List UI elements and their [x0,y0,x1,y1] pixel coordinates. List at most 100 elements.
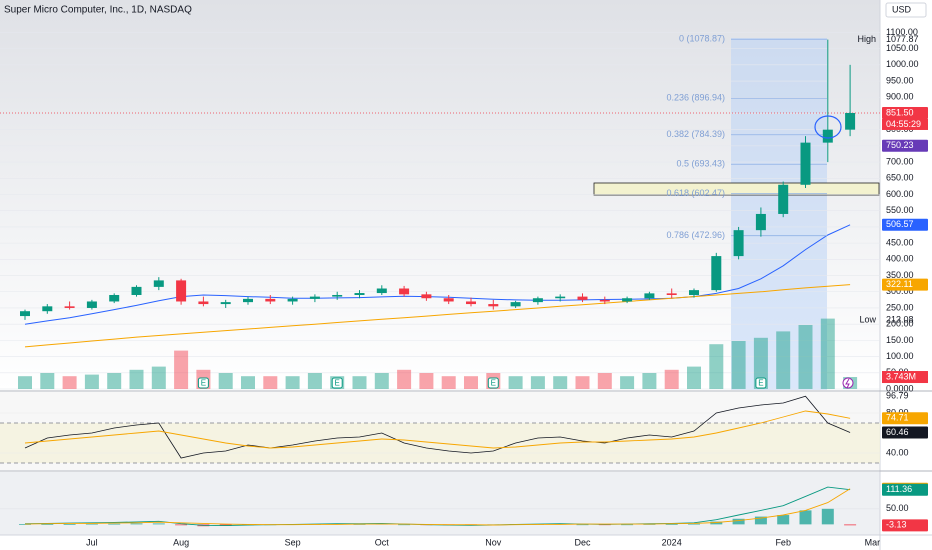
volume-bar [776,331,791,389]
volume-bar [307,373,322,389]
y-tick-label: 150.00 [886,335,914,345]
alert-bolt[interactable] [845,378,850,389]
candle-body [622,298,633,302]
candle-body [666,293,677,295]
macd-histogram [398,524,411,526]
candle-body [42,306,53,312]
candle-body [532,298,543,303]
candle-body [309,296,320,299]
macd-histogram [152,523,165,525]
volume-bar [84,374,99,389]
price-badge [882,278,928,291]
volume-bar [820,318,835,389]
y-tick-label: 550.00 [886,205,914,215]
y-tick-label: 1000.00 [886,59,919,69]
price-badge [882,106,928,119]
y-tick-label: 200.00 [886,319,914,329]
volume-bar [419,373,434,389]
volume-bar [620,376,635,389]
candle-body [733,230,744,257]
macd-histogram [63,524,76,525]
y-tick-label: 50.00 [886,503,909,513]
candle-body [599,299,610,302]
volume-bar [464,376,478,389]
currency-box[interactable] [885,2,927,18]
macd-histogram [821,508,834,525]
macd-pane [0,472,880,535]
x-tick-label: Jul [86,537,98,547]
volume-bar [18,376,32,389]
price-badge-label: 96.79 [886,391,909,401]
fib-zone [731,38,827,390]
y-tick-label: 400.00 [886,254,914,264]
extreme-value: 1077.87 [886,34,919,44]
y-tick-label: 350.00 [886,270,914,280]
macd-histogram [732,518,745,525]
currency[interactable]: USD [892,4,912,14]
volume-bar [174,350,189,389]
macd-histogram [799,510,812,525]
candle-body [287,298,298,302]
price-badge [882,139,928,152]
x-tick-label: 2024 [662,537,682,547]
alert-icon[interactable] [842,377,854,389]
price-badge-label: 60.46 [886,427,909,437]
x-tick-label: Dec [574,537,591,547]
volume-bar [352,376,367,389]
candle-body [800,142,811,185]
extreme-tag: Low [859,314,876,324]
volume-bar [553,376,568,389]
fib-label: 0.618 (602.47) [666,188,725,198]
volume-badge [882,371,928,384]
candle-body [577,296,588,300]
candle-body [711,256,722,291]
candle-body [510,302,521,307]
volume-bar [664,369,679,389]
x-tick-label: Oct [375,537,390,547]
fib-label: 0 (1078.87) [679,34,725,44]
candle-body [755,213,766,231]
fib-label: 0.236 (896.94) [666,93,725,103]
volume-badge-label: 3.743M [886,371,916,381]
y-tick-label: 600.00 [886,189,914,199]
candle-body [421,294,432,299]
earnings-marker [197,377,209,389]
earnings-label: E [758,379,763,388]
candle-body [131,286,142,295]
macd-histogram [175,524,188,526]
fib-label: 0.5 (693.43) [676,159,725,169]
series-line [24,224,851,325]
y-tick-label: 450.00 [886,238,914,248]
volume-bar [530,376,545,389]
extreme-tag: High [857,34,876,44]
earnings-marker [487,377,499,389]
y-tick-label: 1050.00 [886,43,919,53]
volume-bar [753,337,768,389]
macd-histogram [108,523,121,525]
macd-histogram [621,524,634,526]
y-tick-label: 900.00 [886,92,914,102]
x-tick-label: Nov [485,537,502,547]
candle-body [332,294,343,297]
macd-histogram [576,524,589,526]
price-badge [882,519,928,532]
extreme-value: 213.08 [886,314,914,324]
volume-bar [241,376,255,389]
price-badge-label: 851.50 [886,107,914,117]
price-badge [882,412,928,425]
price-badge-label: 111.36 [886,484,912,494]
countdown-label: 04:55:29 [886,119,921,129]
volume-bar [107,373,122,389]
fib-label: 0.786 (472.96) [666,230,725,240]
x-tick-label: Sep [285,537,301,547]
price-badge-label: 506.57 [886,219,914,229]
candle-body [689,290,699,295]
candle-body [443,298,454,302]
macd-histogram [219,524,232,526]
candle-body [376,288,387,294]
earnings-label: E [201,379,206,388]
volume-bar [62,376,77,389]
y-tick-label: 1100.00 [886,27,918,37]
candle-body [354,293,365,295]
series-line [24,284,851,348]
